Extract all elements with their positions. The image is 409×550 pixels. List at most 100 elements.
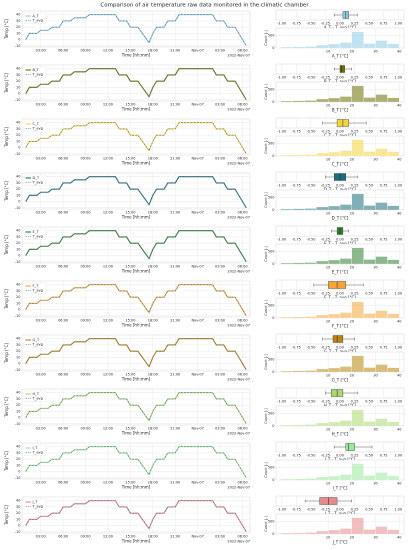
x-tick-label: 0.00	[336, 346, 344, 350]
x-tick-label: -0.75	[292, 508, 301, 512]
histogram-bar	[316, 476, 329, 481]
histogram-bar	[304, 262, 317, 265]
histogram-bar	[339, 258, 353, 265]
y-tick-label: 20	[16, 457, 20, 461]
y-tick-label: 10	[16, 463, 20, 467]
x-axis-label: Time [hh:mm]	[121, 269, 151, 274]
y-tick-label: 0	[272, 100, 274, 104]
x-axis-label: F_T - T_avg [°C]	[324, 295, 356, 300]
x-tick-label: -0.50	[306, 184, 315, 188]
x-tick-label: 21:00	[170, 481, 180, 485]
x-tick-label: -0.50	[306, 292, 315, 296]
histogram-bar	[292, 208, 305, 211]
histogram-bar	[292, 46, 305, 49]
x-tick-label: 30	[373, 374, 377, 378]
x-tick-label: Nov-07	[191, 373, 203, 377]
x-tick-label: Nov-07	[191, 481, 203, 485]
x-tick-label: 15:00	[125, 211, 135, 215]
x-tick-label: 06:00	[58, 265, 68, 269]
histogram-bar	[327, 97, 341, 103]
y-tick-label: 0	[272, 208, 274, 212]
plot-area	[21, 118, 251, 156]
x-tick-label: 06:00	[58, 319, 68, 323]
histogram-bar	[387, 367, 400, 373]
x-tick-label: 18:00	[148, 535, 158, 539]
histogram-bar	[387, 259, 400, 265]
x-axis-label: G_T - T_avg [°C]	[324, 349, 357, 354]
x-tick-label: 0.00	[336, 508, 344, 512]
histogram-bar	[292, 154, 305, 157]
histogram-bar	[327, 205, 341, 211]
legend-label: T_avg	[32, 505, 43, 509]
x-tick-label: 40	[397, 428, 401, 432]
x-tick-label: Nov-07	[191, 49, 203, 53]
x-tick-label: -1.00	[277, 454, 286, 458]
histogram-bar	[327, 151, 341, 157]
legend-label: F_T	[33, 284, 40, 288]
x-tick-label: 20	[350, 266, 354, 270]
y-tick-label: 0	[18, 200, 20, 204]
x-tick-label: 03:00	[36, 49, 46, 53]
y-tick-label: 30	[16, 73, 20, 77]
histogram-bar	[292, 316, 305, 319]
x-tick-label: Nov-07	[191, 319, 203, 323]
x-tick-label: -0.50	[306, 508, 315, 512]
x-tick-label: 15:00	[125, 535, 135, 539]
x-tick-label: -0.50	[306, 346, 315, 350]
x-tick-label: 30	[373, 212, 377, 216]
x-tick-label: -0.25	[321, 292, 330, 296]
x-tick-label: 0.75	[380, 292, 388, 296]
x-tick-label: Nov-07	[191, 427, 203, 431]
y-tick-label: -10	[15, 530, 21, 534]
legend-box	[23, 12, 47, 24]
x-tick-label: Nov-07	[191, 157, 203, 161]
histogram-bar	[387, 421, 400, 427]
histogram-bar	[375, 256, 388, 265]
histogram-bar	[351, 247, 364, 265]
legend-label: A_T	[33, 14, 40, 18]
x-axis-label: I_T [°C]	[333, 486, 348, 491]
x-tick-label: 10	[326, 50, 330, 54]
x-tick-label: 0.50	[365, 238, 373, 242]
x-tick-label: 40	[397, 266, 401, 270]
x-tick-label: Nov-07	[191, 265, 203, 269]
y-tick-label: 20	[16, 511, 20, 515]
x-tick-label: -0.25	[321, 346, 330, 350]
x-tick-label: -0.25	[321, 22, 330, 26]
x-tick-label: 12:00	[103, 319, 113, 323]
x-axis-label: Time [hh:mm]	[121, 377, 151, 382]
y-axis-label: Temp [°C]	[4, 73, 9, 94]
x-tick-label: 06:00	[58, 211, 68, 215]
histogram-bar	[363, 205, 376, 211]
y-tick-label: -10	[15, 314, 21, 318]
y-tick-label: 40	[16, 67, 20, 71]
x-axis-label: J_T [°C]	[332, 540, 348, 545]
y-tick-label: 30	[16, 181, 20, 185]
x-tick-label: 0.75	[380, 346, 388, 350]
x-tick-label: 30	[373, 536, 377, 540]
legend-label: H_T	[33, 392, 40, 396]
x-tick-label: -0.75	[292, 346, 301, 350]
x-tick-label: 18:00	[148, 319, 158, 323]
x-tick-label: 0.75	[380, 400, 388, 404]
x-tick-label: 03:00	[215, 157, 225, 161]
x-tick-label: 03:00	[215, 103, 225, 107]
x-tick-label: -0.50	[306, 454, 315, 458]
histogram-bar	[351, 193, 364, 211]
histogram-bar	[351, 301, 364, 319]
y-tick-label: 0	[18, 362, 20, 366]
x-tick-label: 21:00	[170, 427, 180, 431]
x-tick-label: 21:00	[170, 535, 180, 539]
x-tick-label: 10	[326, 374, 330, 378]
x-tick-label: 10	[326, 482, 330, 486]
histogram-bar	[387, 151, 400, 157]
x-offset-label: 2022-Nov-07	[227, 54, 250, 58]
x-tick-label: 15:00	[125, 103, 135, 107]
legend-box	[23, 498, 47, 510]
x-tick-label: 0.25	[351, 292, 359, 296]
histogram-bar	[387, 205, 400, 211]
legend-label: E_T	[33, 230, 40, 234]
box	[339, 65, 345, 73]
x-tick-label: 0.75	[380, 508, 388, 512]
x-tick-label: -0.25	[321, 508, 330, 512]
